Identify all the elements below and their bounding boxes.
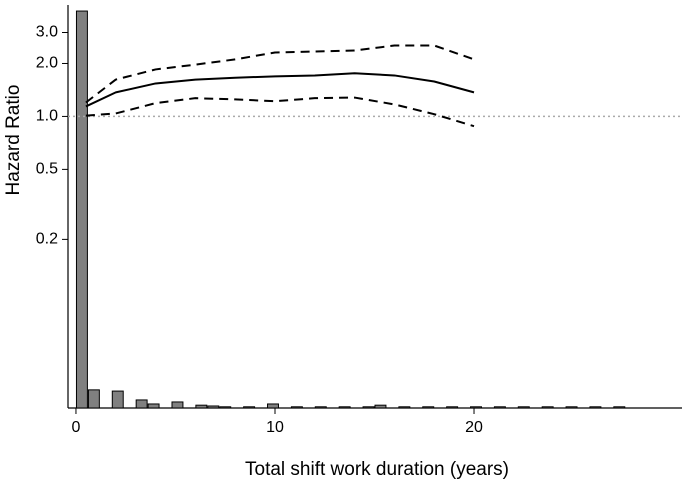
- x-axis-label: Total shift work duration (years): [245, 459, 509, 480]
- histogram-bar: [290, 406, 303, 409]
- histogram-bar: [243, 406, 256, 409]
- histogram-bar: [493, 406, 506, 409]
- histogram-bar: [589, 406, 602, 409]
- series-line: [85, 72, 475, 108]
- histogram-bar: [171, 401, 184, 409]
- histogram-bar: [219, 406, 232, 409]
- histogram-bar: [267, 403, 279, 409]
- histogram-bar: [111, 390, 124, 409]
- y-tick-label: 3.0: [36, 24, 58, 41]
- x-tick-label: 0: [72, 419, 81, 436]
- series-line: [85, 96, 475, 128]
- y-tick-label: 0.2: [36, 231, 58, 248]
- histogram-bar: [195, 404, 208, 409]
- histogram-bar: [470, 406, 482, 409]
- y-tick-label: 1.0: [36, 108, 58, 125]
- histogram-bar: [147, 403, 160, 409]
- histogram-bar: [87, 389, 100, 409]
- histogram-bar: [565, 406, 578, 409]
- histogram-bar: [338, 406, 351, 409]
- histogram-bar: [422, 406, 435, 409]
- histogram-bar: [207, 405, 220, 409]
- histogram-bar: [75, 10, 88, 409]
- x-tick-label: 10: [266, 419, 284, 436]
- y-tick-label: 2.0: [36, 55, 58, 72]
- histogram-bar: [374, 404, 387, 409]
- histogram-bar: [446, 406, 459, 409]
- histogram-bar: [135, 399, 148, 409]
- histogram-bar: [517, 406, 530, 409]
- histogram-bar: [398, 406, 411, 409]
- histogram-bar: [613, 406, 626, 409]
- histogram-bar: [541, 406, 554, 409]
- histogram-bar: [314, 406, 327, 409]
- x-tick-label: 20: [465, 419, 483, 436]
- y-axis-label: Hazard Ratio: [3, 85, 24, 196]
- series-line: [85, 44, 475, 104]
- y-tick-label: 0.5: [36, 161, 58, 178]
- histogram-bar: [362, 406, 375, 409]
